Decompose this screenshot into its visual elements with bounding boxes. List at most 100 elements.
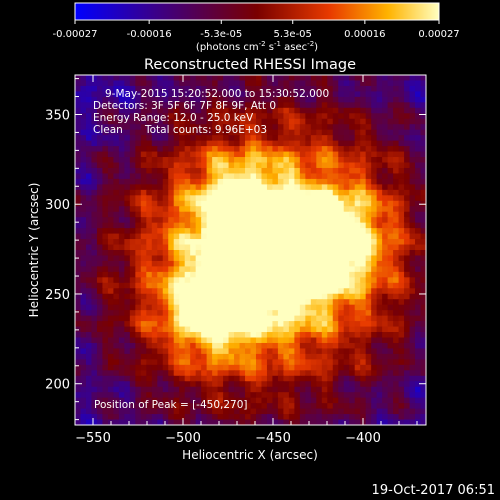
heatmap-cell (96, 353, 104, 360)
heatmap-cell (151, 403, 158, 410)
heatmap-cell (305, 414, 312, 421)
heatmap-cell (107, 206, 114, 213)
heatmap-cell (343, 288, 350, 295)
heatmap-cell (107, 266, 114, 273)
heatmap-cell (294, 293, 301, 300)
heatmap-cell (168, 124, 175, 131)
heatmap-cell (234, 381, 241, 388)
heatmap-cell (217, 348, 224, 355)
heatmap-cell (75, 96, 82, 103)
heatmap-cell (283, 403, 290, 410)
heatmap-cell (113, 260, 120, 268)
heatmap-cell (162, 414, 169, 421)
heatmap-cell (179, 321, 186, 328)
heatmap-cell (360, 266, 367, 273)
heatmap-cell (255, 299, 263, 306)
heatmap-cell (343, 75, 350, 82)
heatmap-cell (234, 91, 241, 98)
heatmap-cell (75, 178, 82, 185)
heatmap-cell (415, 157, 422, 164)
heatmap-cell (75, 206, 82, 213)
heatmap-cell (343, 200, 350, 207)
heatmap-cell (179, 217, 186, 224)
heatmap-cell (305, 184, 312, 191)
heatmap-cell (140, 310, 147, 317)
heatmap-cell (212, 140, 219, 147)
heatmap-cell (96, 184, 104, 191)
heatmap-cell (365, 299, 372, 306)
heatmap-cell (102, 381, 109, 388)
heatmap-cell (299, 189, 306, 196)
heatmap-cell (239, 244, 246, 251)
heatmap-cell (113, 321, 120, 328)
heatmap-cell (113, 381, 120, 388)
heatmap-cell (179, 364, 186, 371)
heatmap-cell (316, 217, 323, 224)
heatmap-cell (349, 233, 356, 240)
heatmap-cell (239, 206, 246, 213)
heatmap-cell (316, 206, 323, 213)
heatmap-cell (118, 135, 125, 142)
heatmap-cell (398, 386, 405, 393)
heatmap-cell (316, 332, 323, 339)
heatmap-cell (217, 386, 224, 393)
heatmap-cell (245, 107, 252, 114)
heatmap-cell (118, 392, 125, 399)
heatmap-cell (91, 414, 98, 421)
heatmap-cell (327, 239, 334, 246)
heatmap-cell (201, 189, 208, 196)
heatmap-cell (228, 195, 235, 202)
heatmap-cell (201, 364, 208, 371)
heatmap-cell (255, 118, 263, 125)
heatmap-cell (283, 217, 290, 224)
heatmap-cell (91, 135, 98, 142)
heatmap-cell (140, 277, 147, 284)
heatmap-cell (217, 299, 224, 306)
heatmap-cell (179, 206, 186, 213)
heatmap-cell (179, 157, 186, 164)
heatmap-cell (118, 222, 125, 229)
heatmap-cell (179, 173, 186, 180)
heatmap-cell (338, 157, 345, 164)
heatmap-cell (327, 107, 334, 114)
heatmap-cell (75, 293, 82, 300)
heatmap-cell (234, 342, 241, 350)
heatmap-cell (223, 414, 230, 421)
heatmap-cell (195, 353, 202, 360)
heatmap-cell (190, 102, 197, 109)
heatmap-cell (91, 342, 98, 350)
heatmap-cell (102, 370, 109, 377)
heatmap-cell (250, 211, 257, 218)
heatmap-cell (118, 299, 125, 306)
heatmap-cell (146, 266, 153, 273)
heatmap-cell (382, 80, 389, 87)
heatmap-cell (382, 370, 389, 377)
heatmap-cell (96, 326, 104, 333)
heatmap-cell (124, 124, 131, 131)
heatmap-cell (393, 348, 400, 355)
heatmap-cell (415, 315, 422, 322)
heatmap-cell (75, 321, 82, 328)
heatmap-cell (157, 135, 164, 142)
heatmap-cell (321, 102, 328, 109)
heatmap-cell (250, 178, 257, 185)
heatmap-cell (113, 157, 120, 164)
heatmap-cell (365, 419, 372, 425)
heatmap-cell (371, 200, 378, 207)
heatmap-cell (338, 228, 345, 235)
heatmap-cell (272, 157, 279, 164)
heatmap-cell (398, 178, 405, 185)
heatmap-cell (75, 80, 82, 87)
heatmap-cell (173, 260, 180, 268)
heatmap-cell (415, 277, 422, 284)
heatmap-cell (338, 310, 345, 317)
heatmap-cell (299, 299, 306, 306)
heatmap-cell (96, 397, 104, 404)
heatmap-cell (162, 288, 169, 295)
heatmap-cell (250, 266, 257, 273)
heatmap-cell (118, 359, 125, 366)
heatmap-cell (179, 271, 186, 278)
heatmap-cell (343, 326, 350, 333)
heatmap-cell (228, 157, 235, 164)
heatmap-cell (113, 359, 120, 366)
